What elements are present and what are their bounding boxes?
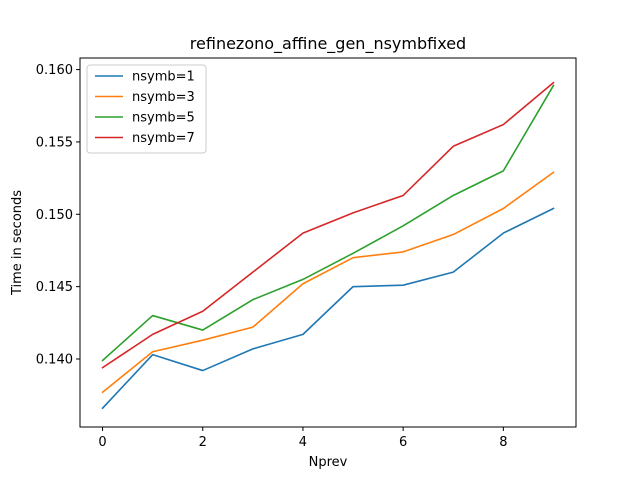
y-axis-label: Time in seconds [10,190,25,296]
y-tick-label: 0.150 [36,208,73,223]
x-tick-label: 4 [299,435,307,450]
series-line-nsymb-1 [101,207,555,410]
legend-label: nsymb=3 [132,90,195,105]
x-axis-label: Nprev [309,455,348,470]
legend-label: nsymb=7 [132,131,195,146]
axes-frame [79,57,577,428]
series-line-nsymb-7 [101,81,555,369]
x-tick-label: 0 [98,435,106,450]
ticks-layer: 0 2 4 6 8 0.140 0.145 0.150 0.155 0.160 [36,63,508,450]
series-layer [101,81,555,410]
legend-label: nsymb=5 [132,111,195,126]
chart-title: refinezono_affine_gen_nsymbfixed [190,34,466,54]
series-line-nsymb-3 [101,171,555,394]
y-tick-label: 0.145 [36,280,73,295]
x-tick-label: 8 [499,435,507,450]
y-tick-label: 0.155 [36,135,73,150]
legend-box [86,64,207,154]
x-tick-label: 2 [199,435,207,450]
y-tick-label: 0.160 [36,63,73,78]
legend: nsymb=1 nsymb=3 nsymb=5 nsymb=7 [86,64,207,154]
legend-label: nsymb=1 [132,70,195,85]
y-tick-label: 0.140 [36,352,73,367]
x-tick-label: 6 [399,435,407,450]
